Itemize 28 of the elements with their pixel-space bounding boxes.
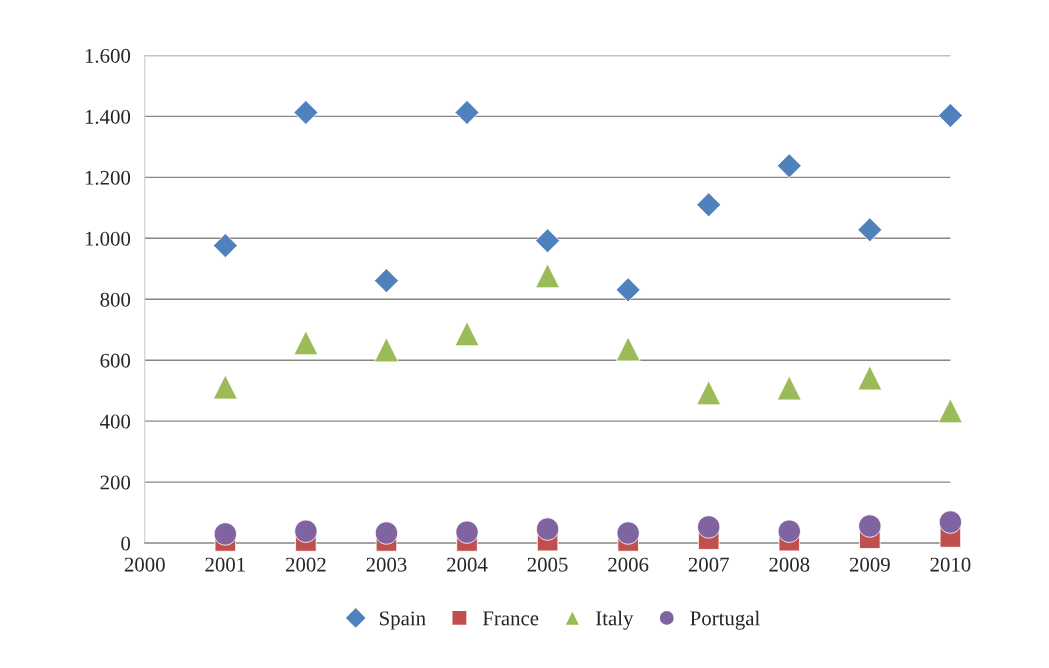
y-tick-label: 1.000	[85, 231, 131, 246]
point	[535, 228, 561, 254]
y-tick-label: 400	[100, 414, 131, 429]
x-tick-label: 2003	[366, 557, 407, 572]
y-tick-label: 1.600	[85, 48, 131, 63]
y-tick-label: 600	[100, 353, 131, 368]
point	[213, 522, 237, 546]
point	[374, 268, 399, 294]
legend-label: Spain	[380, 611, 426, 630]
y-tick-label: 800	[100, 292, 131, 307]
legend-label: Portugal	[690, 610, 760, 630]
legend-label: France	[482, 611, 539, 626]
x-tick-label: 2000	[124, 557, 165, 572]
y-tick-label: 0	[121, 536, 131, 551]
x-tick-label: 2010	[930, 557, 971, 572]
x-tick-label: 2007	[688, 557, 729, 572]
x-tick-label: 2002	[285, 557, 326, 572]
x-tick-label: 2006	[608, 557, 649, 572]
point	[697, 515, 721, 539]
legend-label: Italy	[596, 610, 634, 630]
y-tick-label: 1.400	[85, 109, 131, 124]
y-tick-label: 200	[100, 475, 131, 490]
x-tick-label: 2001	[205, 557, 245, 572]
x-tick-label: 2005	[527, 557, 568, 572]
x-tick-label: 2008	[769, 557, 810, 572]
x-tick-label: 2004	[447, 557, 488, 572]
y-tick-label: 1.200	[85, 170, 131, 185]
x-tick-label: 2009	[849, 557, 890, 572]
